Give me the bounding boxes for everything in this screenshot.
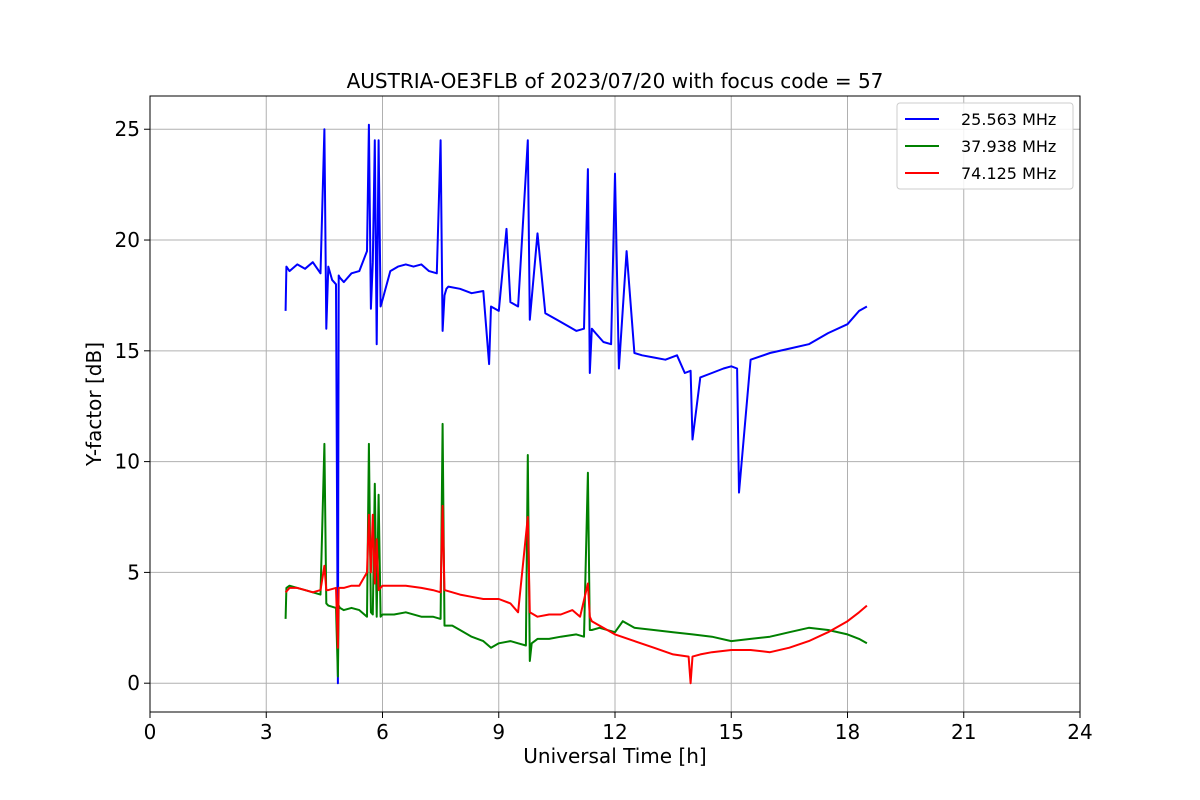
x-tick-label: 21 xyxy=(951,720,976,744)
series-2 xyxy=(284,504,868,685)
series-line xyxy=(284,504,868,685)
x-tick-label: 15 xyxy=(719,720,744,744)
series-0 xyxy=(284,123,868,685)
y-tick-label: 5 xyxy=(127,560,140,584)
y-tick-label: 0 xyxy=(127,671,140,695)
chart-title: AUSTRIA-OE3FLB of 2023/07/20 with focus … xyxy=(347,69,884,93)
legend-entry-label: 25.563 MHz xyxy=(961,110,1056,129)
series-group xyxy=(284,123,868,685)
y-tick-label: 25 xyxy=(115,117,140,141)
x-tick-label: 3 xyxy=(260,720,273,744)
series-line xyxy=(284,123,868,685)
x-tick-label: 0 xyxy=(144,720,157,744)
x-tick-label: 18 xyxy=(835,720,860,744)
y-axis-label: Y-factor [dB] xyxy=(82,342,106,467)
legend-entry-label: 37.938 MHz xyxy=(961,137,1056,156)
x-tick-label: 12 xyxy=(602,720,627,744)
legend: 25.563 MHz 37.938 MHz 74.125 MHz xyxy=(896,102,1074,190)
y-axis-ticks: 0 5 10 15 20 25 xyxy=(115,117,150,695)
y-tick-label: 15 xyxy=(115,339,140,363)
y-tick-label: 10 xyxy=(115,450,140,474)
x-axis-label: Universal Time [h] xyxy=(523,744,706,768)
x-tick-label: 9 xyxy=(492,720,505,744)
x-tick-label: 6 xyxy=(376,720,389,744)
x-axis-ticks: 0 3 6 9 12 15 18 21 24 xyxy=(144,712,1093,744)
y-tick-label: 20 xyxy=(115,228,140,252)
legend-entry-label: 74.125 MHz xyxy=(961,164,1056,183)
legend-box xyxy=(896,102,1074,190)
x-tick-label: 24 xyxy=(1067,720,1092,744)
